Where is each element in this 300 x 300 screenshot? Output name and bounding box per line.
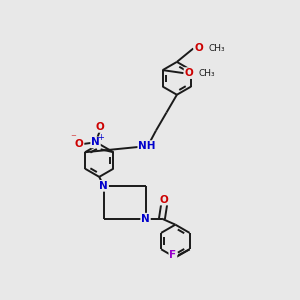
Text: O: O — [75, 139, 83, 149]
Text: +: + — [98, 133, 104, 142]
Text: NH: NH — [138, 141, 156, 151]
Text: CH₃: CH₃ — [199, 69, 215, 78]
Text: F: F — [169, 250, 176, 260]
Text: O: O — [96, 122, 104, 132]
Text: N: N — [141, 214, 150, 224]
Text: CH₃: CH₃ — [208, 44, 225, 53]
Text: ⁻: ⁻ — [70, 134, 76, 143]
Text: N: N — [91, 137, 100, 147]
Text: O: O — [160, 195, 169, 205]
Text: N: N — [99, 181, 108, 191]
Text: O: O — [194, 44, 203, 53]
Text: O: O — [184, 68, 193, 78]
